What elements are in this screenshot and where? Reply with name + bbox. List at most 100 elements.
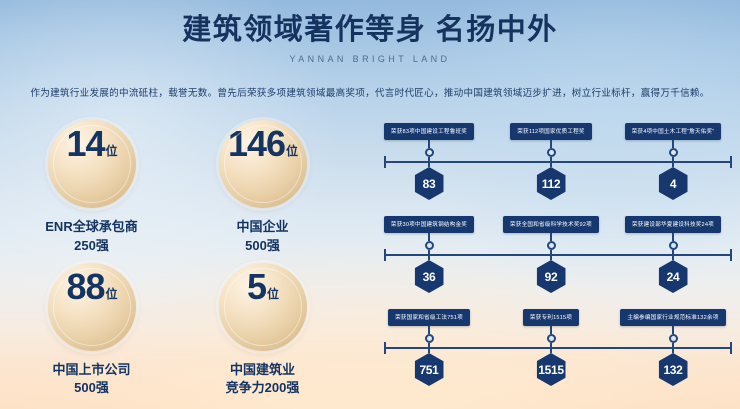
award-badge-wrap-1-1: 92 xyxy=(536,260,566,293)
award-label-0-2: 荣获4项中国土木工程“詹天佑奖” xyxy=(624,123,722,140)
award-label-1-2: 荣获建设部华夏建设科技奖24项 xyxy=(625,216,721,233)
award-badge-wrap-1-2: 24 xyxy=(658,260,688,293)
stat-caption-2: 中国上市公司 500强 xyxy=(52,361,130,399)
timeline-dot-icon-0-2 xyxy=(668,148,678,157)
award-stem-1-0 xyxy=(428,233,430,241)
award-drop-0-1 xyxy=(550,157,552,167)
award-drop-2-0 xyxy=(428,343,430,353)
stat-number-3: 5 xyxy=(246,265,267,307)
award-drop-0-2 xyxy=(672,157,674,167)
award-stem-0-1 xyxy=(550,140,552,148)
award-stem-2-2 xyxy=(672,326,674,334)
award-count-2-1: 1515 xyxy=(536,353,566,386)
stat-caption-line1-1: 中国企业 xyxy=(236,219,289,234)
stat-caption-line1-3: 中国建筑业 xyxy=(229,361,295,377)
stat-coin-2: 88 位 xyxy=(47,262,136,351)
timeline-dot-icon-0-0 xyxy=(424,148,434,157)
award-count-0-2: 4 xyxy=(658,167,688,200)
stat-caption-3: 中国建筑业 竞争力200强 xyxy=(226,361,300,399)
stat-caption-line1-0: ENR全球承包商 xyxy=(45,219,138,234)
award-item-2-1: 荣获专利1515项 1515 xyxy=(490,306,612,399)
timeline-axis-2 xyxy=(384,342,732,354)
award-item-0-1: 荣获112项国家优质工程奖 112 xyxy=(490,120,612,213)
award-count-1-1: 92 xyxy=(536,260,566,293)
awards-row-1: 荣获30项中国建筑钢结构金奖 36 荣获全国和省级科学技术奖92项 92 荣获建… xyxy=(368,213,734,306)
award-count-0-0: 83 xyxy=(414,167,444,200)
award-stem-2-0 xyxy=(428,326,430,334)
timeline-axis-0 xyxy=(384,156,732,168)
award-drop-0-0 xyxy=(428,157,430,167)
stat-unit-1: 位 xyxy=(286,144,299,158)
timeline-dot-icon-2-0 xyxy=(424,334,434,343)
award-badge-wrap-0-2: 4 xyxy=(658,167,688,200)
award-item-0-0: 荣获83项中国建设工程鲁班奖 83 xyxy=(368,120,490,213)
stat-caption-line2-1: 500强 xyxy=(245,237,280,253)
award-count-1-2: 24 xyxy=(658,260,688,293)
stat-caption-line2-2: 500强 xyxy=(74,380,109,396)
timeline-axis-1 xyxy=(384,249,732,261)
stat-card-2: 88 位 中国上市公司 500强 xyxy=(6,262,177,406)
award-item-0-2: 荣获4项中国土木工程“詹天佑奖” 4 xyxy=(612,120,734,213)
stat-caption-1: 中国企业 500强 xyxy=(236,218,288,256)
award-label-0-0: 荣获83项中国建设工程鲁班奖 xyxy=(383,123,475,140)
award-label-2-0: 荣获国家和省级工法751项 xyxy=(388,309,470,326)
award-label-0-1: 荣获112项国家优质工程奖 xyxy=(510,123,592,140)
award-stem-0-0 xyxy=(428,140,430,148)
award-label-1-1: 荣获全国和省级科学技术奖92项 xyxy=(503,216,599,233)
award-drop-2-1 xyxy=(550,343,552,353)
stat-coin-1: 146 位 xyxy=(218,120,307,208)
award-drop-1-0 xyxy=(428,250,430,260)
timeline-dot-icon-1-1 xyxy=(546,241,556,250)
award-item-1-2: 荣获建设部华夏建设科技奖24项 24 xyxy=(612,213,734,306)
award-count-0-1: 112 xyxy=(536,167,566,200)
stat-card-3: 5 位 中国建筑业 竞争力200强 xyxy=(177,262,348,406)
timeline-dot-icon-2-2 xyxy=(668,334,678,343)
award-label-1-0: 荣获30项中国建筑钢结构金奖 xyxy=(383,216,475,233)
stat-unit-0: 位 xyxy=(105,144,118,158)
stat-coin-0: 14 位 xyxy=(47,120,136,208)
stat-coin-3: 5 位 xyxy=(218,262,307,351)
award-drop-2-2 xyxy=(672,343,674,353)
award-badge-wrap-2-1: 1515 xyxy=(536,353,566,386)
award-drop-1-1 xyxy=(550,250,552,260)
award-item-2-0: 荣获国家和省级工法751项 751 xyxy=(368,306,490,399)
award-stem-1-1 xyxy=(550,233,552,241)
award-label-2-1: 荣获专利1515项 xyxy=(522,309,580,326)
stat-card-1: 146 位 中国企业 500强 xyxy=(177,120,348,263)
intro-paragraph: 作为建筑行业发展的中流砥柱，载誉无数。曾先后荣获多项建筑领域最高奖项，代言时代匠… xyxy=(30,88,710,99)
stat-number-2: 88 xyxy=(66,265,105,307)
awards-timeline: 荣获83项中国建设工程鲁班奖 83 荣获112项国家优质工程奖 112 荣获4项… xyxy=(368,120,734,408)
stat-caption-line2-0: 250强 xyxy=(74,237,109,253)
stat-unit-3: 位 xyxy=(267,286,280,301)
stat-unit-2: 位 xyxy=(105,286,118,301)
award-drop-1-2 xyxy=(672,250,674,260)
award-stem-1-2 xyxy=(672,233,674,241)
stat-number-1: 146 xyxy=(227,123,286,164)
award-count-1-0: 36 xyxy=(414,260,444,293)
award-item-1-0: 荣获30项中国建筑钢结构金奖 36 xyxy=(368,213,490,306)
stat-number-0: 14 xyxy=(66,123,105,164)
stat-caption-0: ENR全球承包商 250强 xyxy=(45,218,137,256)
award-badge-wrap-0-0: 83 xyxy=(414,167,444,200)
award-badge-wrap-2-2: 132 xyxy=(658,353,688,386)
page-subtitle-en: YANNAN BRIGHT LAND xyxy=(289,54,451,65)
stat-caption-line1-2: 中国上市公司 xyxy=(52,361,131,377)
award-badge-wrap-0-1: 112 xyxy=(536,167,566,200)
award-badge-wrap-2-0: 751 xyxy=(414,353,444,386)
award-label-2-2: 主编参编国家行业规范标准132余项 xyxy=(620,309,726,326)
award-count-2-0: 751 xyxy=(414,353,444,386)
timeline-dot-icon-1-2 xyxy=(668,241,678,250)
page-title: 建筑领域著作等身 名扬中外 xyxy=(182,14,558,46)
award-count-2-2: 132 xyxy=(658,353,688,386)
awards-row-0: 荣获83项中国建设工程鲁班奖 83 荣获112项国家优质工程奖 112 荣获4项… xyxy=(368,120,734,213)
award-item-1-1: 荣获全国和省级科学技术奖92项 92 xyxy=(490,213,612,306)
awards-row-2: 荣获国家和省级工法751项 751 荣获专利1515项 1515 主编参编国家行… xyxy=(368,306,734,399)
stats-grid: 14 位 ENR全球承包商 250强 146 位 中国企业 500强 88 位 … xyxy=(6,120,348,405)
timeline-dot-icon-0-1 xyxy=(546,148,556,157)
timeline-dot-icon-2-1 xyxy=(546,334,556,343)
page-header: 建筑领域著作等身 名扬中外 YANNAN BRIGHT LAND xyxy=(0,14,740,64)
timeline-dot-icon-1-0 xyxy=(424,241,434,250)
award-badge-wrap-1-0: 36 xyxy=(414,260,444,293)
stat-card-0: 14 位 ENR全球承包商 250强 xyxy=(6,120,177,263)
award-stem-0-2 xyxy=(672,140,674,148)
